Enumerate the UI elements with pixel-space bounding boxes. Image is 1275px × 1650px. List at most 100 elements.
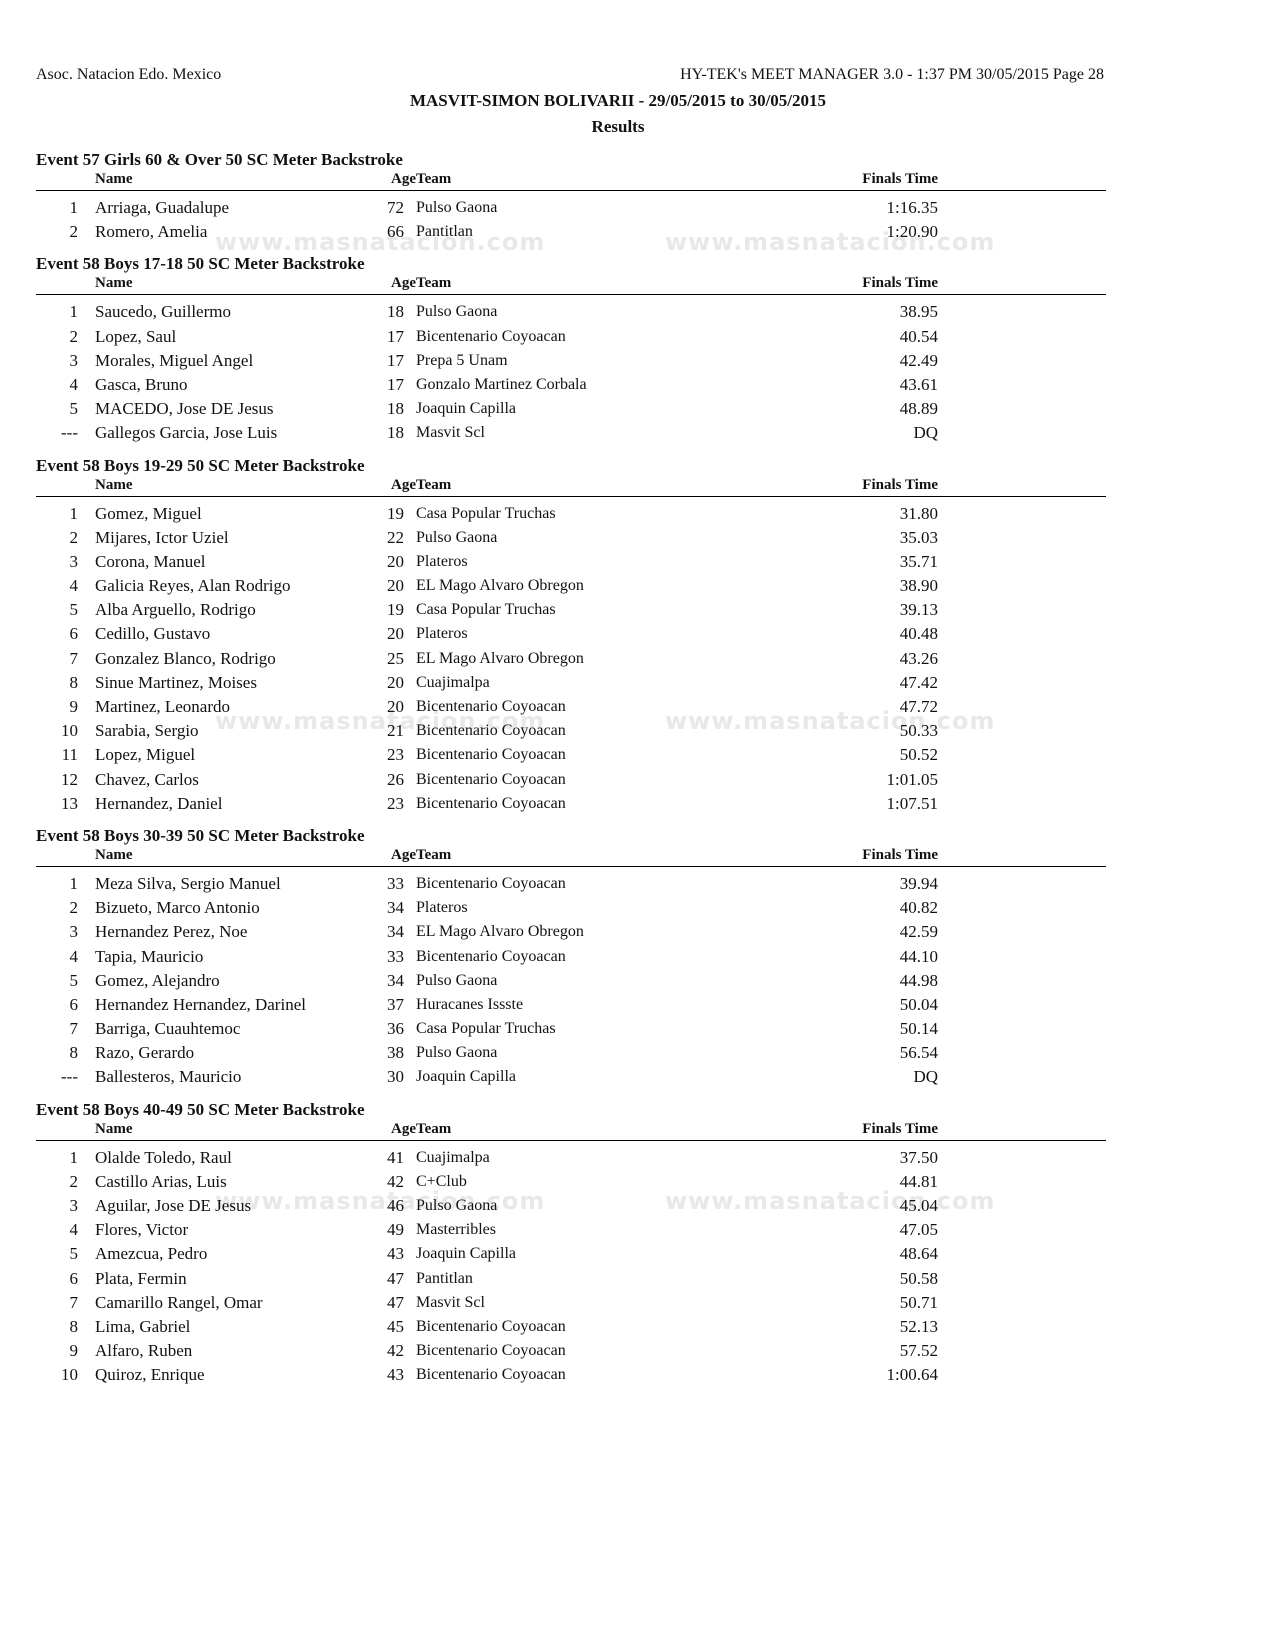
swimmer-name: Gallegos Garcia, Jose Luis — [95, 423, 278, 443]
place: 9 — [69, 697, 79, 716]
place: 9 — [69, 1341, 79, 1361]
place: 10 — [61, 721, 78, 741]
age: 34 — [387, 970, 404, 990]
finals-time: 47.05 — [899, 1220, 938, 1240]
result-row: 6 Hernandez Hernandez, Darinel 37 Huracanes… — [36, 994, 1106, 1018]
result-row: 2 Romero, Amelia 66 Pantitlan 1:20.90 — [36, 221, 1106, 245]
team: Bicentenario Coyoacan — [416, 1366, 566, 1384]
col-finals-time: Finals Time — [862, 275, 938, 292]
swimmer-name: Romero, Amelia — [95, 222, 208, 242]
event-section: Event 58 Boys 19-29 50 SC Meter Backstro… — [36, 456, 1106, 817]
swimmer-name: Razo, Gerardo — [95, 1043, 195, 1063]
age: 42 — [387, 1171, 404, 1191]
age: 20 — [387, 576, 404, 596]
result-row: --- Ballesteros, Mauricio 30 Joaquin Capill… — [36, 1066, 1106, 1090]
team: Casa Popular Truchas — [416, 601, 556, 619]
finals-time: 35.03 — [899, 527, 938, 547]
swimmer-name: Arriaga, Guadalupe — [95, 198, 230, 217]
result-row: 2 Lopez, Saul 17 Bicentenario Coyoacan 40.54 — [36, 326, 1106, 350]
swimmer-name: Sarabia, Sergio — [95, 721, 199, 741]
finals-time: 50.14 — [899, 1019, 938, 1039]
team: Pulso Gaona — [416, 971, 498, 989]
team: Cuajimalpa — [416, 1148, 490, 1166]
result-row: 11 Lopez, Miguel 23 Bicentenario Coyoacan 50… — [36, 744, 1106, 768]
finals-time: 42.49 — [899, 350, 938, 370]
age: 18 — [387, 399, 404, 419]
swimmer-name: Gomez, Miguel — [95, 503, 202, 523]
age: 23 — [387, 793, 404, 813]
swimmer-name: Hernandez Perez, Noe — [95, 922, 248, 942]
swimmer-name: Morales, Miguel Angel — [95, 350, 254, 370]
finals-time: DQ — [913, 1067, 938, 1087]
finals-time: 42.59 — [899, 922, 938, 942]
place: 4 — [69, 1220, 79, 1240]
event-section: Event 57 Girls 60 & Over 50 SC Meter Bac… — [36, 150, 1106, 245]
result-row: 12 Chavez, Carlos 26 Bicentenario Coyoacan 1… — [36, 769, 1106, 793]
age: 43 — [387, 1365, 404, 1385]
finals-time: 39.94 — [899, 873, 938, 893]
place: 8 — [69, 672, 79, 692]
age: 36 — [387, 1019, 404, 1039]
result-row: 7 Barriga, Cuauhtemoc 36 Casa Popular Truch… — [36, 1018, 1106, 1042]
col-finals-time: Finals Time — [862, 171, 938, 187]
place: 1 — [69, 198, 79, 217]
finals-time: 52.13 — [899, 1316, 938, 1336]
place: --- — [61, 423, 78, 443]
swimmer-name: Lima, Gabriel — [95, 1316, 191, 1336]
organization: Asoc. Natacion Edo. Mexico — [36, 66, 222, 83]
col-name: Name — [95, 1120, 133, 1137]
col-team: Team — [416, 275, 452, 292]
result-row: 10 Sarabia, Sergio 21 Bicentenario Coyoacan… — [36, 720, 1106, 744]
team: Bicentenario Coyoacan — [416, 746, 566, 764]
place: 3 — [69, 350, 79, 370]
place: 5 — [69, 399, 79, 419]
finals-time: 40.54 — [899, 326, 938, 346]
finals-time: 35.71 — [899, 551, 938, 571]
swimmer-name: Meza Silva, Sergio Manuel — [95, 873, 281, 893]
swimmer-name: Corona, Manuel — [95, 551, 206, 571]
finals-time: 43.61 — [899, 374, 938, 394]
team: Masvit Scl — [416, 1293, 485, 1311]
software-page-info: HY-TEK's MEET MANAGER 3.0 - 1:37 PM 30/0… — [680, 66, 1104, 83]
place: 5 — [69, 600, 79, 620]
team: Bicentenario Coyoacan — [416, 874, 566, 892]
col-name: Name — [95, 476, 133, 493]
result-row: 4 Galicia Reyes, Alan Rodrigo 20 EL Mago Al… — [36, 575, 1106, 599]
age: 72 — [387, 198, 404, 217]
result-row: 10 Quiroz, Enrique 43 Bicentenario Coyoacan… — [36, 1364, 1106, 1388]
col-age: Age — [391, 171, 416, 187]
event-title: Event 57 Girls 60 & Over 50 SC Meter Bac… — [36, 150, 403, 169]
age: 49 — [387, 1220, 404, 1240]
team: EL Mago Alvaro Obregon — [416, 577, 584, 595]
place: 8 — [69, 1316, 79, 1336]
place: 6 — [69, 1268, 79, 1288]
watermark: www.masnatacion.com — [665, 228, 996, 256]
team: Bicentenario Coyoacan — [416, 770, 566, 788]
event-section: Event 58 Boys 40-49 50 SC Meter Backstro… — [36, 1100, 1106, 1389]
age: 26 — [387, 769, 404, 789]
event-title: Event 58 Boys 40-49 50 SC Meter Backstro… — [36, 1099, 365, 1119]
age: 47 — [387, 1268, 404, 1288]
swimmer-name: MACEDO, Jose DE Jesus — [95, 399, 274, 419]
age: 17 — [387, 374, 404, 394]
swimmer-name: Barriga, Cuauhtemoc — [95, 1019, 241, 1039]
finals-time: 37.50 — [899, 1147, 938, 1167]
age: 19 — [387, 600, 404, 620]
swimmer-name: Chavez, Carlos — [95, 769, 199, 789]
event-title: Event 58 Boys 30-39 50 SC Meter Backstro… — [36, 825, 365, 845]
finals-time: 48.64 — [899, 1244, 938, 1264]
result-row: 3 Morales, Miguel Angel 17 Prepa 5 Unam 42.4… — [36, 350, 1106, 374]
place: 13 — [61, 793, 78, 813]
swimmer-name: Cedillo, Gustavo — [95, 624, 211, 644]
age: 20 — [387, 551, 404, 571]
result-row: 4 Gasca, Bruno 17 Gonzalo Martinez Corbala 4… — [36, 374, 1106, 398]
age: 30 — [387, 1067, 404, 1087]
column-header: Name Age Team Finals Time — [36, 275, 1106, 296]
col-team: Team — [416, 476, 452, 493]
result-row: 7 Gonzalez Blanco, Rodrigo 25 EL Mago Alvar… — [36, 648, 1106, 672]
result-row: 2 Mijares, Ictor Uziel 22 Pulso Gaona 35.03 — [36, 527, 1106, 551]
finals-time: 56.54 — [899, 1043, 938, 1063]
team: Pulso Gaona — [416, 1197, 498, 1214]
team: EL Mago Alvaro Obregon — [416, 649, 584, 667]
